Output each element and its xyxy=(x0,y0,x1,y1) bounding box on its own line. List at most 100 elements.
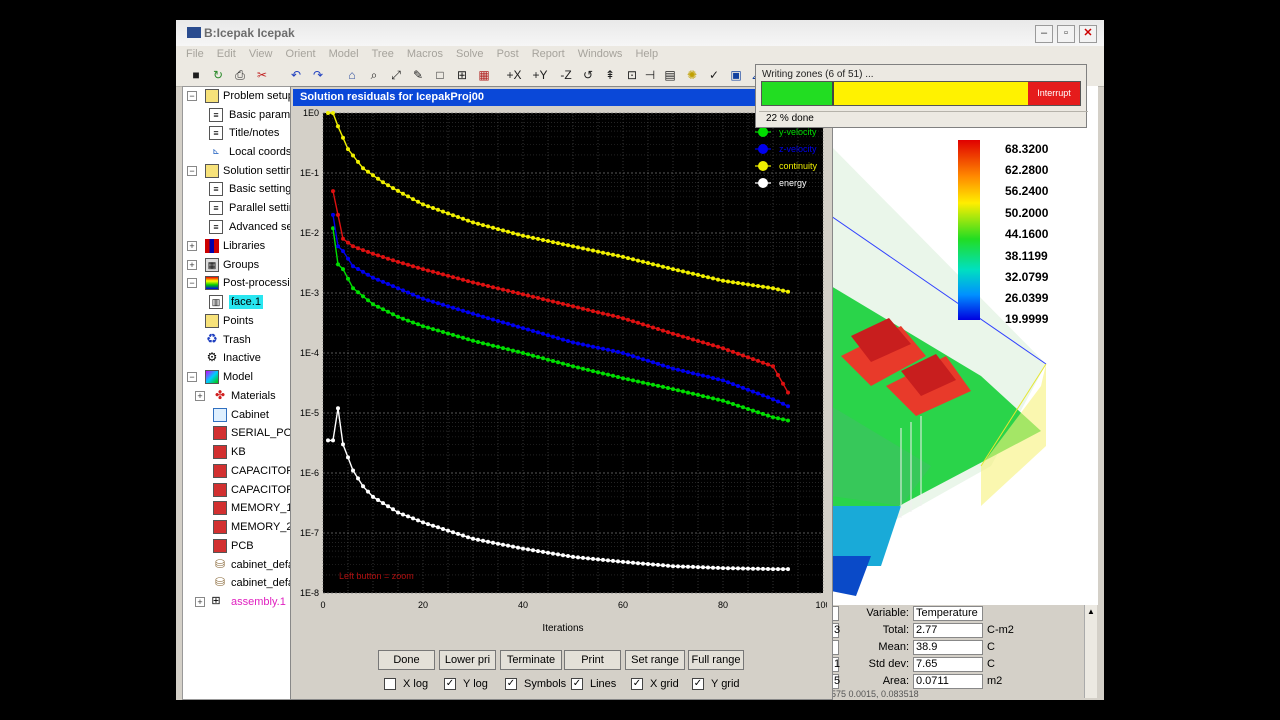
checkbox-box[interactable]: ✓ xyxy=(631,678,643,691)
collapse-icon[interactable]: − xyxy=(187,278,197,288)
save-icon[interactable]: ■ xyxy=(192,68,200,82)
full-range-button[interactable]: Full range xyxy=(688,650,744,670)
library-icon xyxy=(205,239,219,253)
snap-icon[interactable]: ⊡ xyxy=(626,68,638,82)
collapse-icon[interactable]: − xyxy=(187,166,197,176)
expand-icon[interactable]: + xyxy=(195,597,205,607)
z-axis-icon[interactable]: -Z xyxy=(560,68,572,82)
interrupt-button[interactable]: Interrupt xyxy=(1028,82,1080,105)
checkbox-box[interactable]: ✓ xyxy=(444,678,456,691)
check-icon[interactable]: ✓ xyxy=(708,68,720,82)
print-icon[interactable]: ⎙ xyxy=(235,68,245,82)
data-point xyxy=(501,287,505,292)
expand-icon[interactable]: + xyxy=(187,260,197,270)
maximize-button[interactable]: ▫ xyxy=(1057,25,1075,43)
menu-edit[interactable]: Edit xyxy=(216,48,236,60)
cut-icon[interactable]: ✂ xyxy=(256,68,268,82)
done-button[interactable]: Done xyxy=(378,650,435,670)
radiation-icon[interactable]: ✺ xyxy=(686,68,698,82)
monitor-icon[interactable]: ▣ xyxy=(730,68,742,82)
assembly-icon: ⊞ xyxy=(211,595,221,607)
lower-priority-button[interactable]: Lower pri xyxy=(439,650,496,670)
data-point xyxy=(486,342,490,347)
set-range-button[interactable]: Set range xyxy=(625,650,685,670)
legend-value: 19.9999 xyxy=(1005,312,1049,326)
symbols-checkbox[interactable]: ✓ Symbols xyxy=(505,677,566,691)
refresh-icon[interactable]: ↻ xyxy=(212,68,224,82)
menu-view[interactable]: View xyxy=(248,48,273,60)
x-log-checkbox[interactable]: X log xyxy=(384,677,428,691)
graphics-viewport[interactable]: 68.3200 62.2800 56.2400 50.2000 44.1600 … xyxy=(831,86,1098,621)
menu-tree[interactable]: Tree xyxy=(371,48,394,60)
groups-icon: ▦ xyxy=(205,258,219,272)
zoom-icon[interactable]: ⌕ xyxy=(370,68,378,82)
data-point xyxy=(486,539,490,544)
menu-file[interactable]: File xyxy=(186,48,204,60)
data-point xyxy=(591,556,595,561)
home-icon[interactable]: ⌂ xyxy=(348,68,356,82)
collapse-icon[interactable]: − xyxy=(187,91,197,101)
residual-plot[interactable]: 1E-8 1E-7 1E-6 1E-5 1E-4 1E-3 1E-2 1E-1 1E0 0 20 40… xyxy=(291,107,827,665)
data-point xyxy=(591,248,595,253)
data-point xyxy=(756,391,760,396)
data-point xyxy=(731,402,735,406)
data-point xyxy=(721,566,725,571)
tree-label: Solution setting xyxy=(223,165,292,177)
data-point xyxy=(776,416,780,421)
data-point xyxy=(526,234,530,239)
collapse-icon[interactable]: − xyxy=(187,372,197,382)
measure-icon[interactable]: ⊣ xyxy=(644,68,656,82)
mesh-icon[interactable]: ▦ xyxy=(478,68,490,82)
redo-icon[interactable]: ↷ xyxy=(312,68,324,82)
menu-report[interactable]: Report xyxy=(531,48,565,60)
expand-icon[interactable]: + xyxy=(187,241,197,251)
data-point xyxy=(716,344,720,349)
data-point xyxy=(356,476,360,481)
fit-icon[interactable]: ⤢ xyxy=(391,68,401,82)
align-icon[interactable]: ⇞ xyxy=(604,68,616,82)
data-point xyxy=(696,565,700,570)
undo-icon[interactable]: ↶ xyxy=(290,68,302,82)
pen-icon[interactable]: ✎ xyxy=(412,68,424,82)
data-point xyxy=(651,360,655,365)
rotate-icon[interactable]: ↺ xyxy=(582,68,594,82)
minimize-button[interactable]: – xyxy=(1035,25,1053,43)
data-point xyxy=(786,404,790,409)
menu-solve[interactable]: Solve xyxy=(456,48,484,60)
x-axis-icon[interactable]: +X xyxy=(506,68,522,82)
checkbox-box[interactable]: ✓ xyxy=(571,678,583,691)
data-point xyxy=(581,366,585,371)
expand-icon[interactable]: + xyxy=(195,391,205,401)
menu-help[interactable]: Help xyxy=(635,48,659,60)
checkbox-box[interactable] xyxy=(384,678,396,691)
menu-model[interactable]: Model xyxy=(328,48,359,60)
menu-windows[interactable]: Windows xyxy=(577,48,623,60)
y-axis-icon[interactable]: +Y xyxy=(532,68,548,82)
close-button[interactable]: ✕ xyxy=(1079,25,1097,43)
menu-orient[interactable]: Orient xyxy=(285,48,316,60)
variable-field[interactable]: Temperature xyxy=(913,606,983,621)
table-icon[interactable]: ▤ xyxy=(664,68,676,82)
lines-checkbox[interactable]: ✓ Lines xyxy=(571,677,616,691)
menu-post[interactable]: Post xyxy=(496,48,519,60)
data-point xyxy=(451,275,455,280)
y-log-checkbox[interactable]: ✓ Y log xyxy=(444,677,488,691)
data-point xyxy=(346,455,350,460)
checkbox-label: Lines xyxy=(590,678,617,690)
data-point xyxy=(421,296,425,301)
terminate-button[interactable]: Terminate xyxy=(500,650,562,670)
data-point xyxy=(326,438,330,443)
menu-macros[interactable]: Macros xyxy=(406,48,443,60)
grid-icon[interactable]: ⊞ xyxy=(456,68,468,82)
data-point xyxy=(366,249,370,254)
y-grid-checkbox[interactable]: ✓ Y grid xyxy=(692,677,740,691)
stats-scrollbar[interactable]: ▲ xyxy=(1084,605,1097,698)
block-icon xyxy=(213,483,227,497)
data-point xyxy=(606,312,610,317)
box-icon[interactable]: □ xyxy=(436,68,444,82)
print-button[interactable]: Print xyxy=(564,650,621,670)
scroll-up-icon[interactable]: ▲ xyxy=(1087,607,1095,616)
x-grid-checkbox[interactable]: ✓ X grid xyxy=(631,677,679,691)
checkbox-box[interactable]: ✓ xyxy=(505,678,517,691)
checkbox-box[interactable]: ✓ xyxy=(692,678,704,691)
